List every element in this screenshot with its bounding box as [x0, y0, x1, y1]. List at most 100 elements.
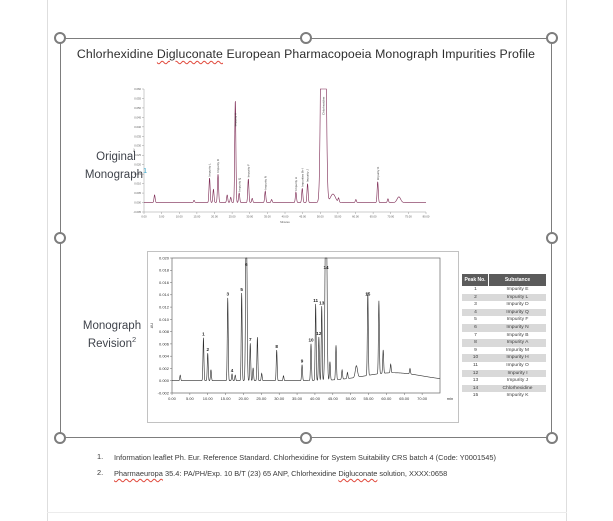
footnote-ref-1: 1 — [143, 165, 148, 175]
table-row: 14 Chlorhexidine — [462, 384, 546, 393]
substance-cell: Impurity I — [507, 370, 528, 376]
svg-text:7: 7 — [249, 337, 252, 342]
text-segment: Chlorhexidine — [76, 47, 157, 61]
svg-text:Impurities B+I: Impurities B+I — [300, 168, 304, 187]
svg-text:0.030: 0.030 — [134, 144, 141, 148]
chromatogram-plot: 0.060 0.055 0.050 0.045 0.040 0.035 0.030 0.025… — [132, 87, 430, 224]
selection-handle-top-right[interactable] — [546, 32, 558, 44]
svg-text:Impurity L: Impurity L — [208, 163, 212, 177]
selection-handle-bottom-center[interactable] — [300, 432, 312, 444]
revision-chromatogram[interactable]: 0.020 0.018 0.016 0.014 0.012 0.010 0.008 0.006… — [147, 251, 459, 423]
svg-text:9: 9 — [301, 359, 304, 364]
svg-text:70.00: 70.00 — [387, 215, 394, 219]
svg-text:80.00: 80.00 — [423, 215, 430, 219]
peak-no-cell: 1 — [474, 287, 477, 292]
table-row: 4 Impurity Q — [462, 308, 546, 317]
svg-text:0.010: 0.010 — [134, 182, 141, 186]
svg-text:10.00: 10.00 — [176, 215, 183, 219]
peak-no-cell: 2 — [474, 294, 477, 300]
footnote-item: 1. Information leaflet Ph. Eur. Reference… — [97, 452, 549, 463]
peak-table-body: 1 Impurity E 2 Impurity L 3 Impurity D 4 Impuri… — [462, 286, 546, 400]
selection-handle-bottom-left[interactable] — [54, 432, 66, 444]
selection-handle-top-center[interactable] — [300, 32, 312, 44]
table-row: 8 Impurity A — [462, 339, 546, 347]
svg-text:0.000: 0.000 — [159, 378, 170, 383]
svg-text:0.000: 0.000 — [134, 200, 141, 204]
svg-text:Impurity N: Impurity N — [263, 176, 267, 190]
text-segment: European Pharmacopoeia Monograph Impurit… — [222, 47, 536, 61]
slide-title: Chlorhexidine Digluconate European Pharm… — [62, 47, 550, 61]
footnote-text: Information leaflet Ph. Eur. Reference S… — [114, 452, 549, 463]
svg-text:-0.005: -0.005 — [133, 210, 141, 214]
original-monograph-label: Original Monograph1 — [72, 150, 160, 183]
peak-no-cell: 5 — [474, 317, 477, 323]
peak-no-cell: 10 — [472, 355, 479, 361]
text-segment: solution, XXXX:0658 — [377, 469, 448, 479]
svg-text:Impurity F: Impurity F — [246, 164, 250, 178]
substance-cell: Impurity Q — [506, 309, 529, 315]
peak-no-cell: 9 — [474, 347, 477, 353]
svg-text:0.005: 0.005 — [134, 191, 141, 195]
table-row: 9 Impurity M — [462, 347, 546, 355]
misspelled-word: Digluconate — [156, 47, 223, 61]
original-monograph-label-text: Original Monograph — [84, 151, 143, 181]
svg-text:6: 6 — [245, 262, 248, 267]
svg-text:13: 13 — [319, 300, 325, 305]
svg-text:0.020: 0.020 — [134, 163, 141, 167]
svg-text:55.00: 55.00 — [364, 396, 375, 401]
table-row: 12 Impurity I — [462, 369, 546, 378]
svg-text:AU: AU — [132, 149, 136, 153]
substance-cell: Chlorhexidine — [502, 385, 533, 391]
peak-no-cell: 8 — [474, 340, 477, 346]
selection-handle-middle-left[interactable] — [54, 232, 66, 244]
svg-text:0.035: 0.035 — [134, 134, 141, 138]
svg-text:0.00: 0.00 — [141, 215, 147, 219]
svg-text:75.00: 75.00 — [405, 215, 412, 219]
selection-handle-middle-right[interactable] — [546, 232, 558, 244]
footnote-number: 2. — [97, 468, 104, 478]
svg-text:65.00: 65.00 — [399, 396, 410, 401]
footnote-number: 1. — [97, 452, 104, 461]
svg-text:2: 2 — [206, 347, 209, 352]
table-row: 11 Impurity O — [462, 362, 546, 370]
svg-text:30.00: 30.00 — [246, 215, 253, 219]
svg-text:3: 3 — [226, 292, 229, 297]
svg-text:40.00: 40.00 — [310, 396, 321, 401]
substance-cell: Impurity N — [506, 324, 529, 330]
svg-text:20.00: 20.00 — [238, 396, 249, 401]
svg-text:35.00: 35.00 — [292, 396, 303, 401]
svg-text:0.015: 0.015 — [134, 172, 141, 176]
svg-text:0.00: 0.00 — [168, 396, 177, 401]
page-edge-left — [47, 0, 48, 521]
svg-text:15: 15 — [365, 292, 371, 297]
peak-no-cell: 15 — [472, 393, 479, 399]
svg-text:0.050: 0.050 — [134, 106, 141, 110]
svg-text:14: 14 — [323, 265, 329, 270]
selection-handle-bottom-right[interactable] — [546, 432, 558, 444]
page-edge-bottom — [47, 512, 567, 513]
svg-text:Impurity A: Impurity A — [233, 113, 237, 126]
footnote-ref-2: 2 — [131, 334, 137, 344]
substance-cell: Impurity J — [506, 378, 529, 384]
svg-text:15.00: 15.00 — [194, 215, 201, 219]
svg-text:0.040: 0.040 — [134, 125, 141, 129]
substance-cell: Impurity H — [506, 355, 529, 361]
table-row: 15 Impurity K — [462, 392, 546, 400]
svg-text:0.055: 0.055 — [134, 96, 141, 100]
svg-text:45.00: 45.00 — [328, 396, 339, 401]
svg-text:Minutes: Minutes — [280, 220, 290, 224]
substance-cell: Impurity F — [506, 317, 529, 323]
svg-text:Impurity D: Impurity D — [216, 158, 220, 173]
svg-text:40.00: 40.00 — [282, 215, 289, 219]
svg-text:10: 10 — [308, 338, 314, 343]
misspelled-word: Pharmaeuropa — [114, 469, 163, 479]
misspelled-word: Digluconate — [338, 469, 378, 479]
svg-text:0.002: 0.002 — [159, 366, 170, 371]
selection-handle-top-left[interactable] — [54, 32, 66, 44]
peak-no-cell: 11 — [472, 362, 479, 368]
original-chromatogram[interactable]: 0.060 0.055 0.050 0.045 0.040 0.035 0.030 0.025… — [130, 84, 430, 237]
svg-text:0.004: 0.004 — [159, 354, 170, 359]
substance-cell: Impurity D — [506, 302, 529, 308]
svg-text:Impurity J: Impurity J — [306, 169, 310, 183]
peak-no-cell: 14 — [472, 385, 479, 391]
